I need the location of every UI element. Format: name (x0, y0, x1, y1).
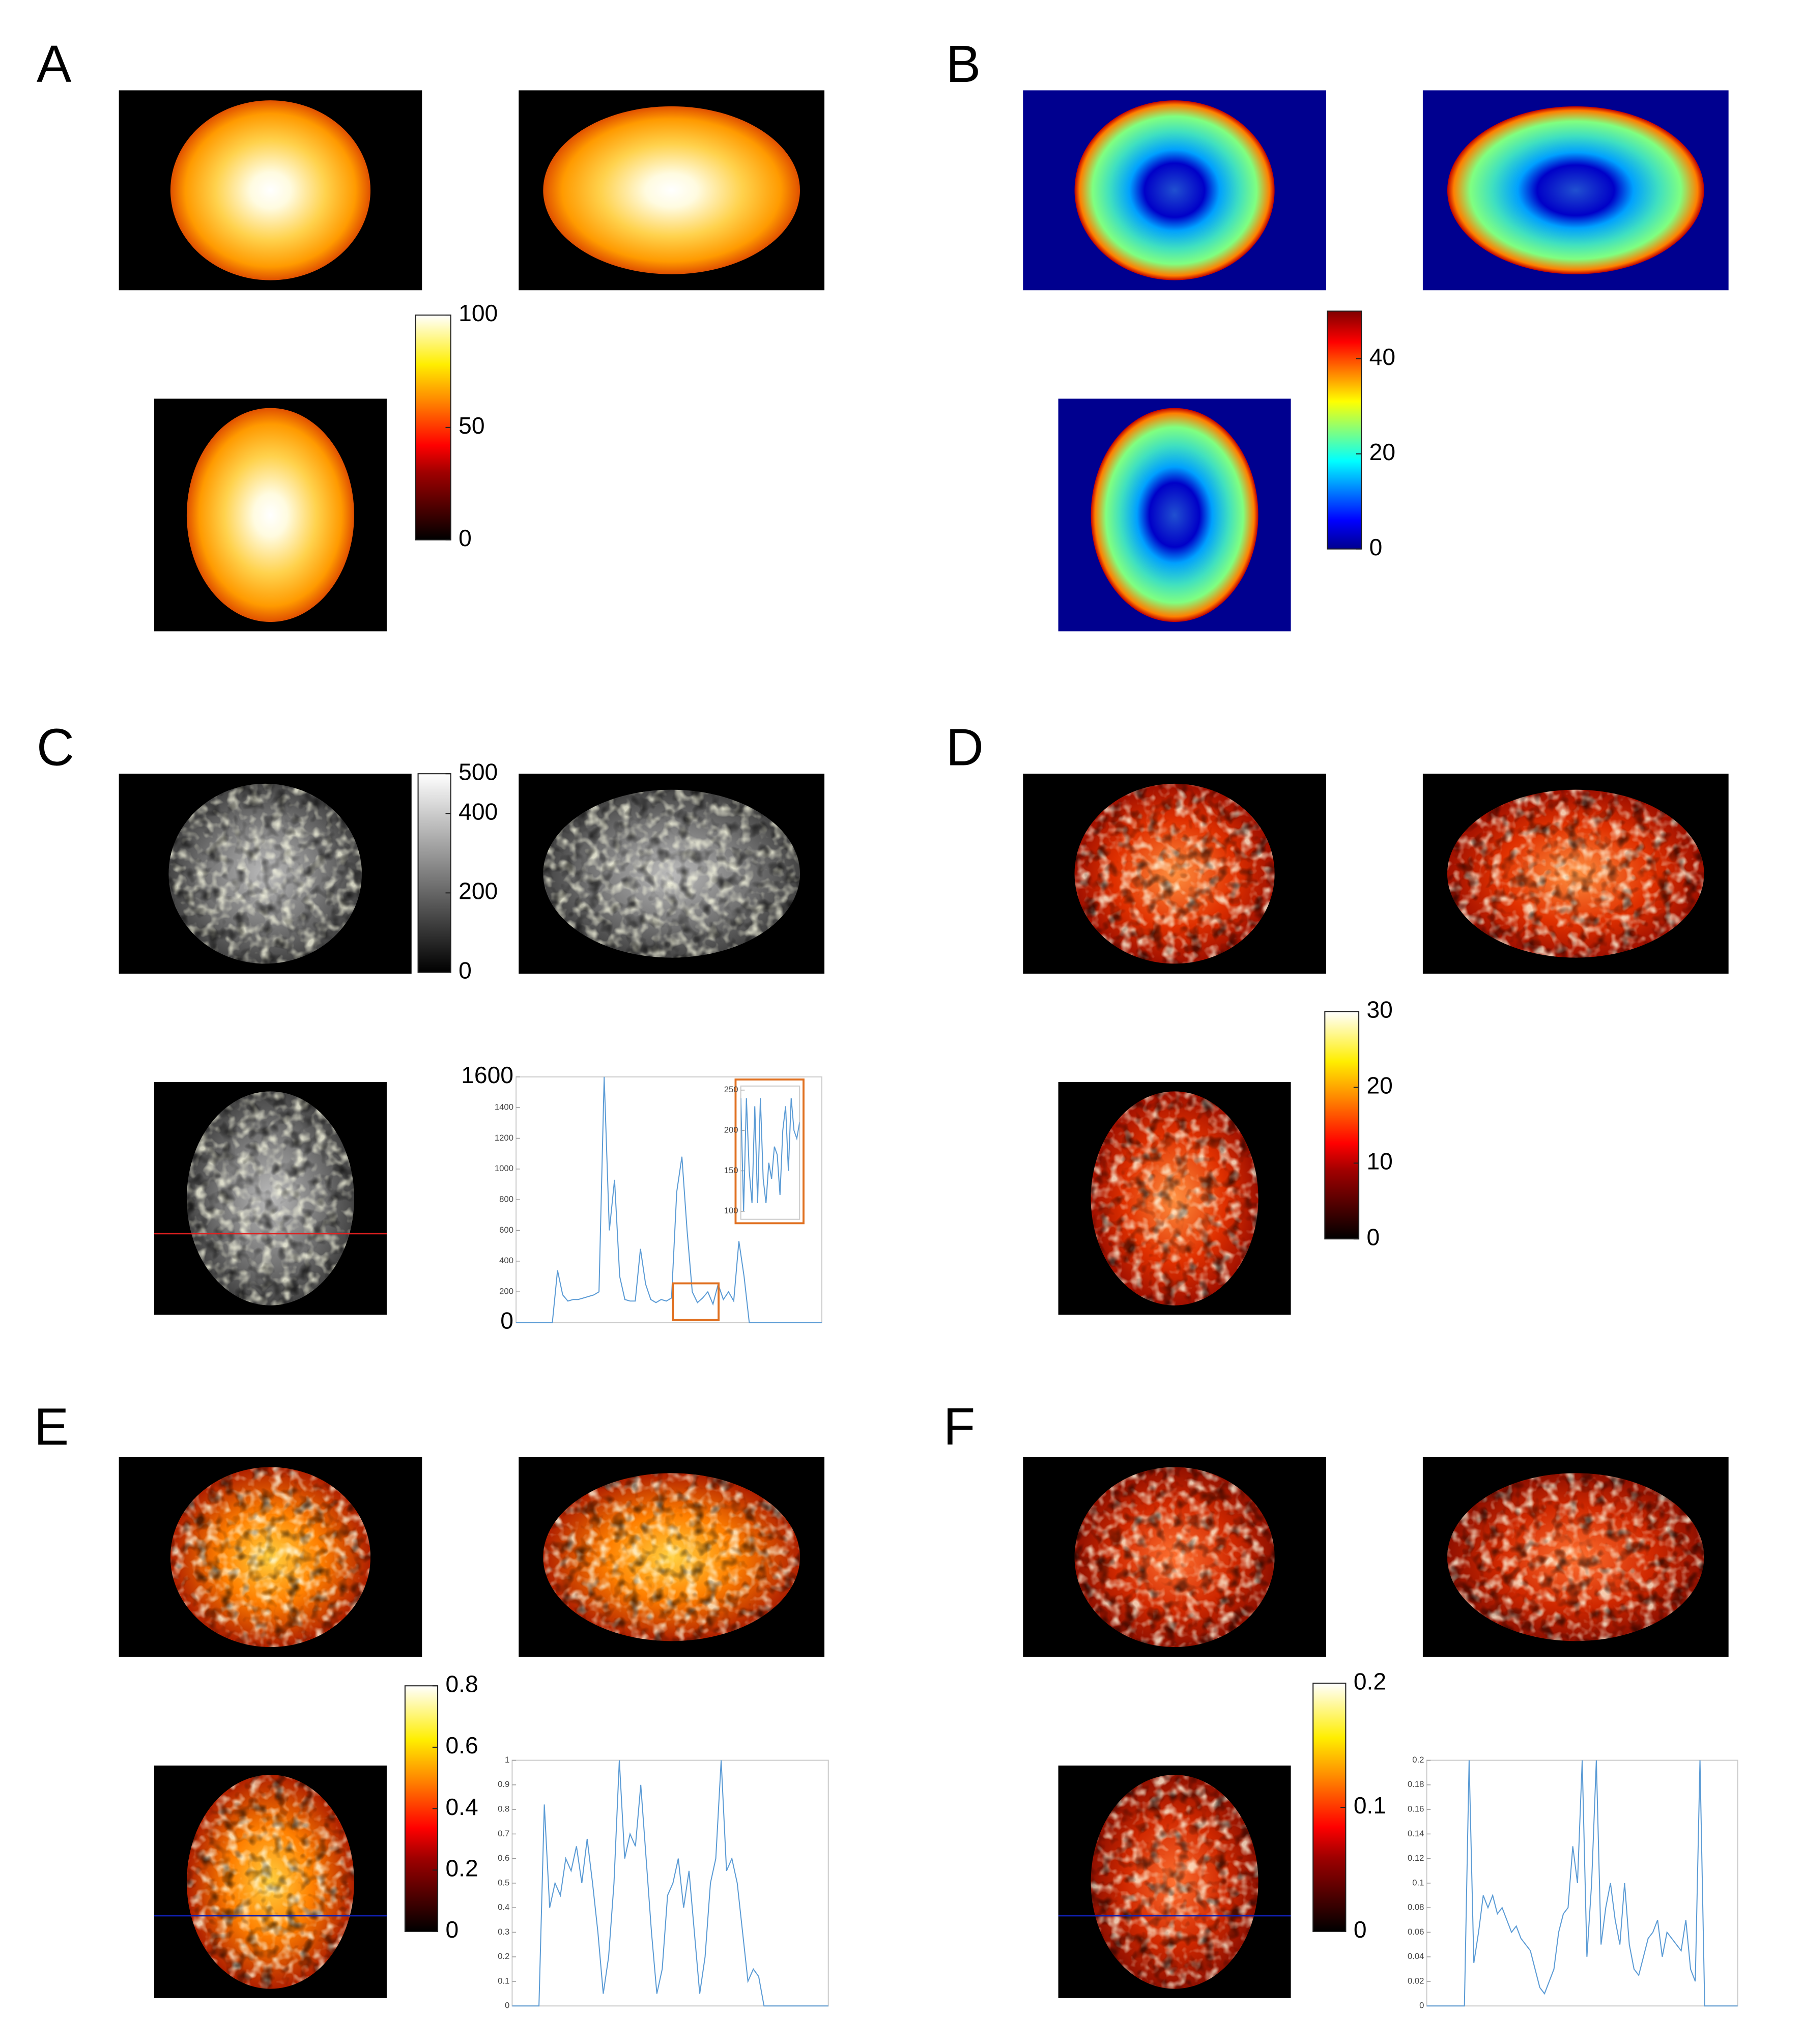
y-tick-label: 1600 (461, 1062, 513, 1088)
panel-label: F (943, 1398, 976, 1456)
y-tick-label: 0.1 (1412, 1878, 1424, 1887)
y-tick-label: 0.16 (1408, 1804, 1424, 1814)
y-tick-label: 0 (500, 1308, 513, 1334)
panel-label: E (34, 1398, 69, 1456)
colorbar-tick-label: 0 (459, 957, 472, 984)
y-tick-label: 0 (505, 2001, 509, 2010)
brain-texture (186, 1775, 354, 1989)
colorbar-tick-label: 0.4 (445, 1794, 478, 1820)
y-tick-label: 0.08 (1408, 1903, 1424, 1912)
y-tick-label: 1200 (495, 1133, 513, 1143)
colorbar-tick-label: 0.2 (445, 1855, 478, 1881)
colorbar-tick-label: 40 (1369, 344, 1395, 370)
y-tick-label: 1400 (495, 1102, 513, 1112)
y-tick-label: 0.6 (498, 1853, 509, 1863)
brain-texture (1074, 783, 1275, 964)
panel-label: A (37, 35, 72, 93)
y-tick-label: 0.5 (498, 1878, 509, 1887)
y-tick-label: 0.04 (1408, 1951, 1424, 1961)
colorbar-tick-label: 0 (445, 1916, 459, 1943)
y-tick-label: 150 (724, 1166, 738, 1175)
y-tick-label: 0.2 (498, 1951, 509, 1961)
brain-texture (1447, 789, 1704, 958)
colorbar-tick-label: 0.2 (1354, 1668, 1386, 1694)
colorbar-tick-label: 20 (1366, 1072, 1392, 1099)
panel-label: D (946, 718, 984, 777)
brain-slice (1091, 408, 1258, 622)
y-tick-label: 0.4 (498, 1903, 509, 1912)
y-tick-label: 200 (499, 1287, 513, 1296)
brain-texture (543, 789, 800, 958)
brain-slice (1074, 100, 1275, 280)
colorbar-tick-label: 0 (1369, 534, 1383, 560)
colorbar (415, 315, 451, 541)
y-tick-label: 0.12 (1408, 1853, 1424, 1863)
colorbar-tick-label: 200 (459, 878, 498, 904)
colorbar-tick-label: 50 (459, 412, 484, 439)
brain-texture (168, 783, 362, 964)
y-tick-label: 600 (499, 1225, 513, 1235)
colorbar-tick-label: 0.1 (1354, 1792, 1386, 1819)
plot-frame (1426, 1759, 1738, 2007)
y-tick-label: 400 (499, 1256, 513, 1265)
brain-slice (186, 408, 354, 622)
y-tick-label: 0.18 (1408, 1779, 1424, 1789)
panel-label: C (37, 718, 74, 777)
y-tick-label: 0 (1419, 2001, 1424, 2010)
colorbar (404, 1685, 439, 1932)
brain-texture (1091, 1091, 1258, 1305)
colorbar (1324, 1011, 1360, 1240)
colorbar-tick-label: 0 (459, 525, 472, 551)
y-tick-label: 1000 (495, 1163, 513, 1173)
y-tick-label: 200 (724, 1125, 738, 1134)
profile-line (740, 1098, 800, 1211)
profile-line (1426, 1760, 1738, 2007)
y-tick-label: 800 (499, 1195, 513, 1204)
colorbar-tick-label: 30 (1366, 997, 1392, 1023)
brain-slice (170, 100, 371, 280)
y-tick-label: 250 (724, 1085, 738, 1094)
brain-texture (543, 1473, 800, 1641)
plot-frame (511, 1759, 829, 2007)
brain-texture (1074, 1467, 1275, 1648)
y-tick-label: 0.7 (498, 1829, 509, 1838)
colorbar-tick-label: 10 (1366, 1148, 1392, 1174)
colorbar-tick-label: 0 (1354, 1916, 1367, 1943)
y-tick-label: 0.9 (498, 1779, 509, 1789)
brain-texture (1091, 1775, 1258, 1989)
colorbar-tick-label: 100 (459, 300, 498, 326)
y-tick-label: 0.2 (1412, 1755, 1424, 1765)
y-tick-label: 0.1 (498, 1976, 509, 1985)
profile-line (512, 1760, 828, 2007)
y-tick-label: 0.14 (1408, 1829, 1424, 1838)
zoom-box (672, 1282, 720, 1321)
colorbar-tick-label: 20 (1369, 439, 1395, 465)
brain-texture (170, 1467, 371, 1648)
brain-slice (1447, 106, 1704, 274)
y-tick-label: 100 (724, 1206, 738, 1215)
brain-texture (1447, 1473, 1704, 1641)
colorbar-tick-label: 0.8 (445, 1670, 478, 1697)
plot-frame (740, 1085, 800, 1220)
colorbar (1327, 310, 1362, 550)
profile-line (516, 1076, 822, 1323)
brain-slice (543, 106, 800, 274)
colorbar-tick-label: 500 (459, 758, 498, 785)
colorbar-tick-label: 0 (1366, 1224, 1380, 1250)
y-tick-label: 0.06 (1408, 1927, 1424, 1937)
colorbar-tick-label: 0.6 (445, 1732, 478, 1758)
brain-texture (186, 1091, 354, 1305)
y-tick-label: 0.3 (498, 1927, 509, 1937)
y-tick-label: 0.02 (1408, 1976, 1424, 1985)
y-tick-label: 0.8 (498, 1804, 509, 1814)
colorbar-tick-label: 400 (459, 798, 498, 825)
y-tick-label: 1 (505, 1755, 509, 1765)
colorbar (417, 773, 451, 973)
panel-label: B (946, 35, 981, 93)
